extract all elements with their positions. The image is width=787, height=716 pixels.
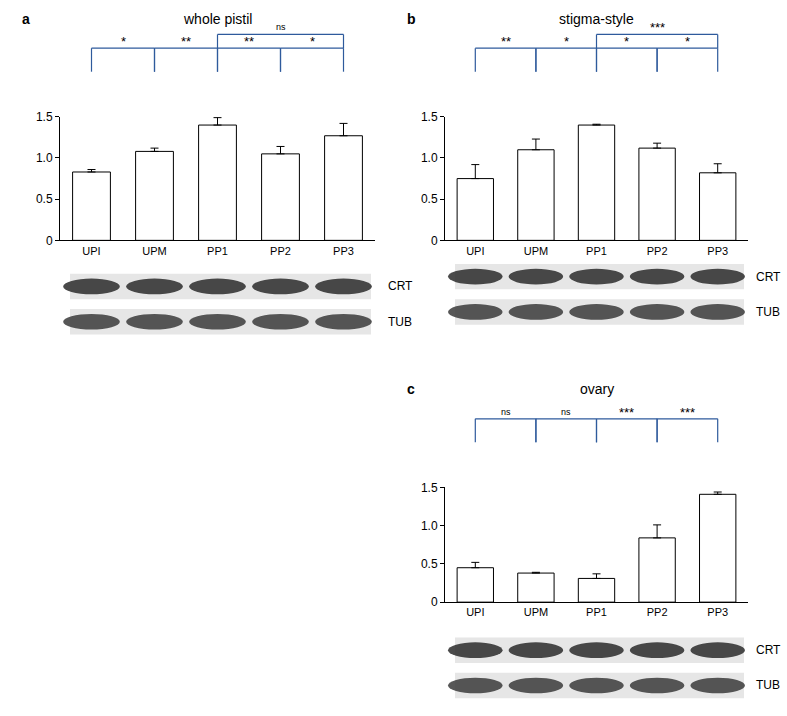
svg-text:***: *** — [619, 405, 634, 420]
svg-text:stigma-style: stigma-style — [559, 11, 634, 27]
svg-text:**: ** — [501, 34, 511, 49]
svg-text:CRT: CRT — [756, 270, 781, 284]
svg-text:PP3: PP3 — [707, 245, 728, 257]
svg-text:**: ** — [244, 34, 254, 49]
svg-text:0: 0 — [431, 234, 438, 248]
svg-text:UPM: UPM — [524, 245, 548, 257]
svg-text:0.5: 0.5 — [36, 192, 53, 206]
svg-text:0: 0 — [431, 595, 438, 609]
svg-text:*: * — [564, 34, 569, 49]
svg-text:0.5: 0.5 — [421, 192, 438, 206]
svg-text:PP2: PP2 — [270, 245, 291, 257]
svg-text:1.0: 1.0 — [421, 519, 438, 533]
svg-text:TUB: TUB — [756, 305, 780, 319]
svg-text:a: a — [22, 11, 30, 27]
svg-text:b: b — [407, 11, 416, 27]
svg-text:*: * — [624, 34, 629, 49]
svg-text:1.5: 1.5 — [421, 110, 438, 124]
svg-text:CRT: CRT — [756, 643, 781, 657]
svg-text:TUB: TUB — [756, 678, 780, 692]
svg-text:0: 0 — [46, 234, 53, 248]
svg-text:1.5: 1.5 — [36, 110, 53, 124]
svg-text:0.5: 0.5 — [421, 557, 438, 571]
svg-text:UPM: UPM — [142, 245, 166, 257]
svg-text:ns: ns — [276, 22, 286, 32]
svg-text:ns: ns — [501, 407, 511, 417]
svg-text:1.5: 1.5 — [421, 481, 438, 495]
svg-text:***: *** — [650, 20, 665, 35]
svg-text:UPI: UPI — [466, 606, 484, 618]
svg-text:c: c — [407, 381, 415, 397]
svg-text:ovary: ovary — [580, 381, 614, 397]
svg-text:UPM: UPM — [524, 606, 548, 618]
svg-text:ns: ns — [561, 407, 571, 417]
svg-text:*: * — [685, 34, 690, 49]
svg-text:PP3: PP3 — [707, 606, 728, 618]
svg-text:**: ** — [181, 34, 191, 49]
svg-text:PP2: PP2 — [647, 606, 668, 618]
svg-text:***: *** — [680, 405, 695, 420]
svg-text:PP1: PP1 — [586, 245, 607, 257]
svg-text:whole pistil: whole pistil — [183, 11, 252, 27]
svg-text:1.0: 1.0 — [421, 151, 438, 165]
svg-text:*: * — [310, 34, 315, 49]
svg-text:CRT: CRT — [388, 279, 413, 293]
svg-text:PP3: PP3 — [333, 245, 354, 257]
svg-text:PP1: PP1 — [586, 606, 607, 618]
svg-text:PP1: PP1 — [207, 245, 228, 257]
svg-text:TUB: TUB — [388, 315, 412, 329]
svg-text:UPI: UPI — [466, 245, 484, 257]
svg-text:1.0: 1.0 — [36, 151, 53, 165]
svg-text:*: * — [121, 34, 126, 49]
svg-text:UPI: UPI — [82, 245, 100, 257]
svg-text:PP2: PP2 — [647, 245, 668, 257]
